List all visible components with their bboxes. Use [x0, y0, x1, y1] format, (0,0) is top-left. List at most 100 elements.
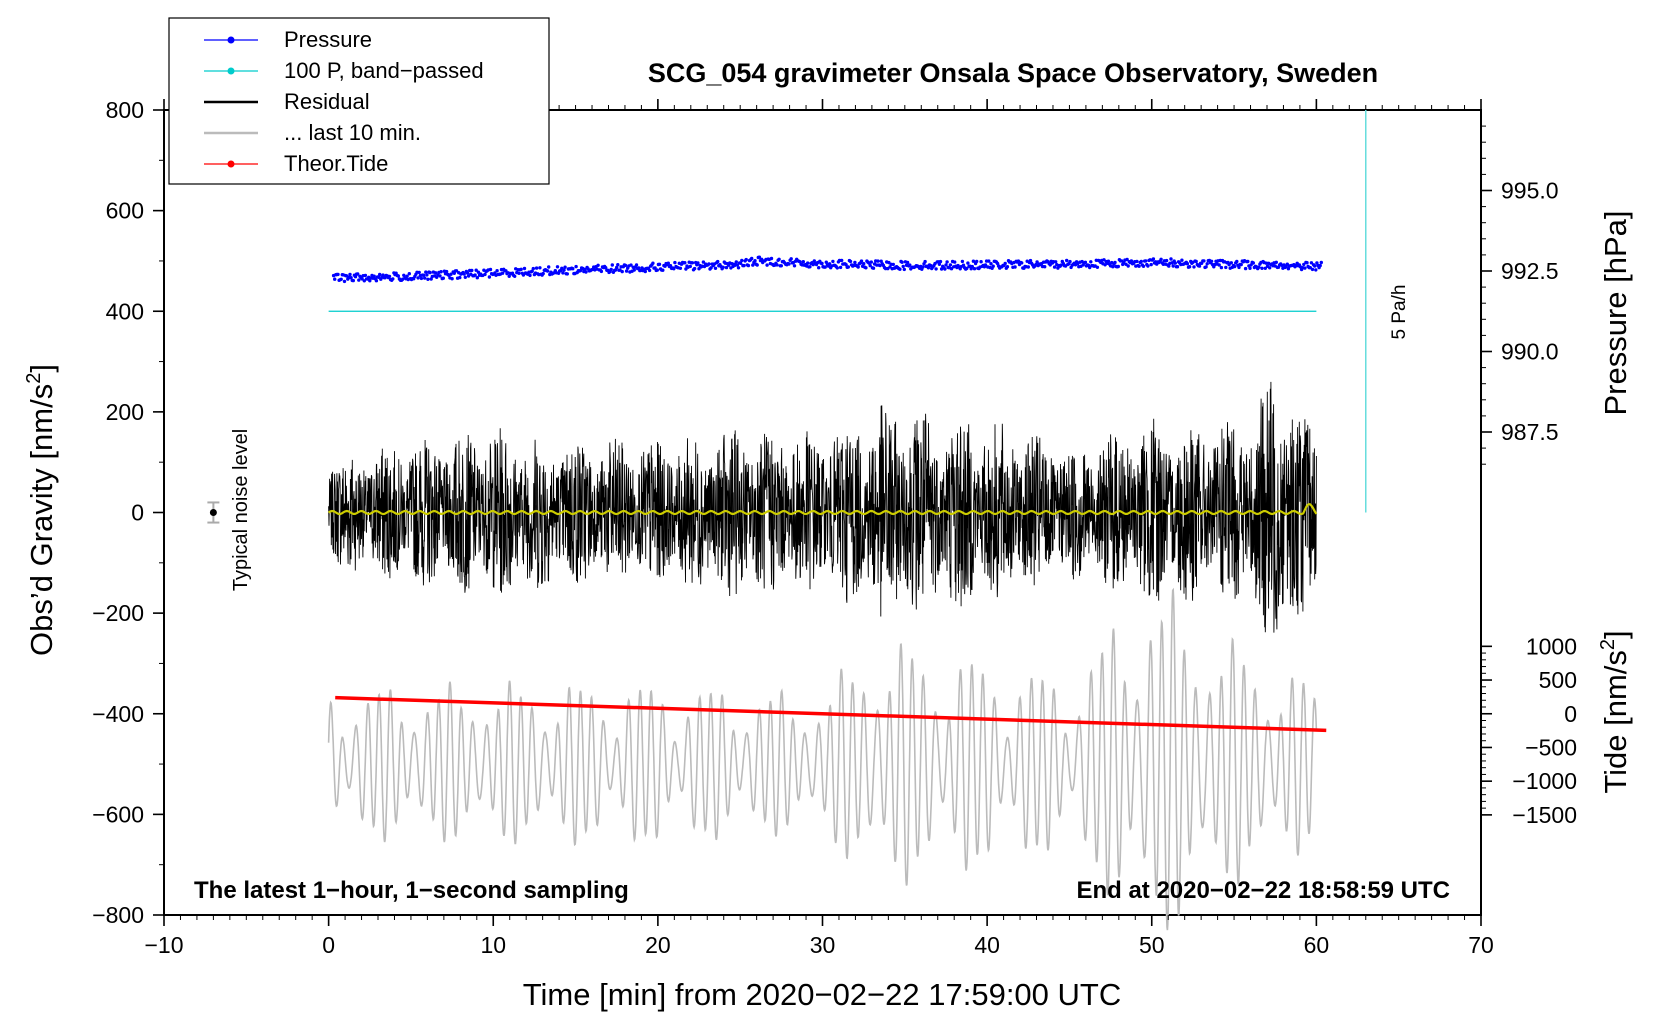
- pressure-point: [960, 259, 965, 264]
- pressure-point: [740, 258, 744, 263]
- pressure-point: [966, 261, 970, 265]
- legend-label: 100 P, band−passed: [284, 58, 484, 83]
- pressure-point: [574, 264, 578, 269]
- pressure-point: [339, 277, 343, 281]
- residual-line: [328, 381, 1317, 633]
- pressure-point: [1146, 264, 1150, 268]
- pressure-point: [668, 264, 673, 268]
- pressure-point: [561, 271, 565, 275]
- pressure-point: [487, 275, 492, 279]
- legend-label: ... last 10 min.: [284, 120, 421, 145]
- pressure-point: [495, 269, 499, 273]
- pressure-point: [655, 268, 659, 272]
- pressure-point: [391, 277, 395, 281]
- tide-tick-label: −1500: [1512, 802, 1577, 828]
- pressure-point: [835, 266, 839, 270]
- pressure-point: [333, 277, 337, 281]
- pressure-point: [1139, 259, 1144, 264]
- pressure-point: [433, 271, 438, 275]
- y-axis-title-left: Obs’d Gravity [nm/s2]: [23, 364, 59, 656]
- pressure-point: [1111, 265, 1115, 269]
- pressure-point: [1028, 258, 1033, 263]
- pressure-point: [1169, 257, 1173, 261]
- pressure-point: [387, 274, 392, 279]
- chart-title: SCG_054 gravimeter Onsala Space Observat…: [648, 58, 1378, 88]
- pressure-point: [1237, 265, 1241, 270]
- residual-series: [328, 381, 1317, 633]
- pressure-point: [1065, 258, 1069, 263]
- noise-point: [209, 509, 217, 516]
- pressure-point: [629, 263, 633, 267]
- pressure-point: [500, 271, 505, 275]
- pressure-point: [678, 266, 683, 270]
- pressure-point: [1126, 264, 1130, 268]
- legend-label: Residual: [284, 89, 370, 114]
- pressure-point: [363, 273, 368, 278]
- pressure-point: [620, 269, 624, 274]
- pressure-point: [571, 267, 575, 271]
- pressure-point: [439, 270, 443, 274]
- pressure-point: [615, 265, 619, 270]
- pressure-point: [1204, 265, 1208, 269]
- x-tick-label: 20: [645, 932, 671, 958]
- pressure-point: [578, 268, 583, 273]
- pressure-point: [528, 273, 532, 278]
- pressure-point: [926, 266, 931, 270]
- pressure-point: [789, 257, 793, 261]
- pressure-point: [1268, 266, 1272, 270]
- pressure-point: [779, 264, 783, 268]
- pressure-point: [438, 274, 442, 278]
- pressure-point: [735, 263, 740, 267]
- pressure-point: [474, 268, 478, 272]
- pressure-point: [934, 267, 938, 271]
- pressure-point: [1167, 264, 1171, 268]
- pressure-point: [713, 266, 718, 270]
- pressure-point: [424, 270, 428, 274]
- pressure-point: [1135, 259, 1139, 264]
- pressure-point: [563, 265, 567, 269]
- pressure-point: [1209, 259, 1214, 263]
- pressure-point: [862, 262, 866, 266]
- tide-tick-label: 0: [1564, 701, 1577, 727]
- pressure-point: [531, 266, 535, 271]
- pressure-point: [541, 271, 545, 276]
- pressure-point: [983, 263, 988, 267]
- pressure-point: [534, 266, 539, 270]
- y-axis-title-tide: Tide [nm/s2]: [1597, 630, 1633, 793]
- pressure-point: [1274, 260, 1279, 264]
- pressure-point: [971, 259, 976, 263]
- pressure-point: [483, 272, 487, 277]
- pressure-point: [848, 259, 853, 264]
- pressure-point: [820, 261, 824, 266]
- pressure-point: [513, 274, 517, 278]
- pressure-point: [1260, 266, 1264, 270]
- pressure-point: [458, 275, 462, 280]
- pressure-point: [1232, 264, 1237, 269]
- pressure-point: [647, 268, 652, 273]
- pressure-point: [1043, 265, 1047, 269]
- pressure-point: [1314, 268, 1318, 272]
- pressure-point: [724, 265, 729, 270]
- pressure-point: [632, 268, 636, 272]
- pressure-point: [792, 264, 797, 268]
- pressure-point: [979, 260, 983, 264]
- pressure-point: [692, 266, 697, 271]
- x-axis-title: Time [min] from 2020−02−22 17:59:00 UTC: [523, 977, 1122, 1012]
- pressure-point: [1285, 262, 1290, 266]
- pressure-point: [1229, 261, 1234, 265]
- pressure-point: [1068, 259, 1072, 264]
- noise-level-label: Typical noise level: [230, 429, 252, 591]
- y-tick-label: 800: [106, 97, 144, 123]
- pressure-point: [463, 275, 467, 279]
- pressure-point: [1095, 265, 1100, 269]
- pressure-point: [1187, 265, 1192, 269]
- pressure-point: [1239, 262, 1243, 267]
- pressure-point: [876, 259, 880, 263]
- pressure-point: [879, 259, 883, 263]
- pressure-point: [538, 266, 542, 270]
- pressure-point: [454, 269, 459, 273]
- x-tick-label: 60: [1304, 932, 1330, 958]
- pressure-point: [1035, 260, 1039, 264]
- legend-marker: [227, 160, 235, 168]
- pressure-point: [356, 272, 360, 276]
